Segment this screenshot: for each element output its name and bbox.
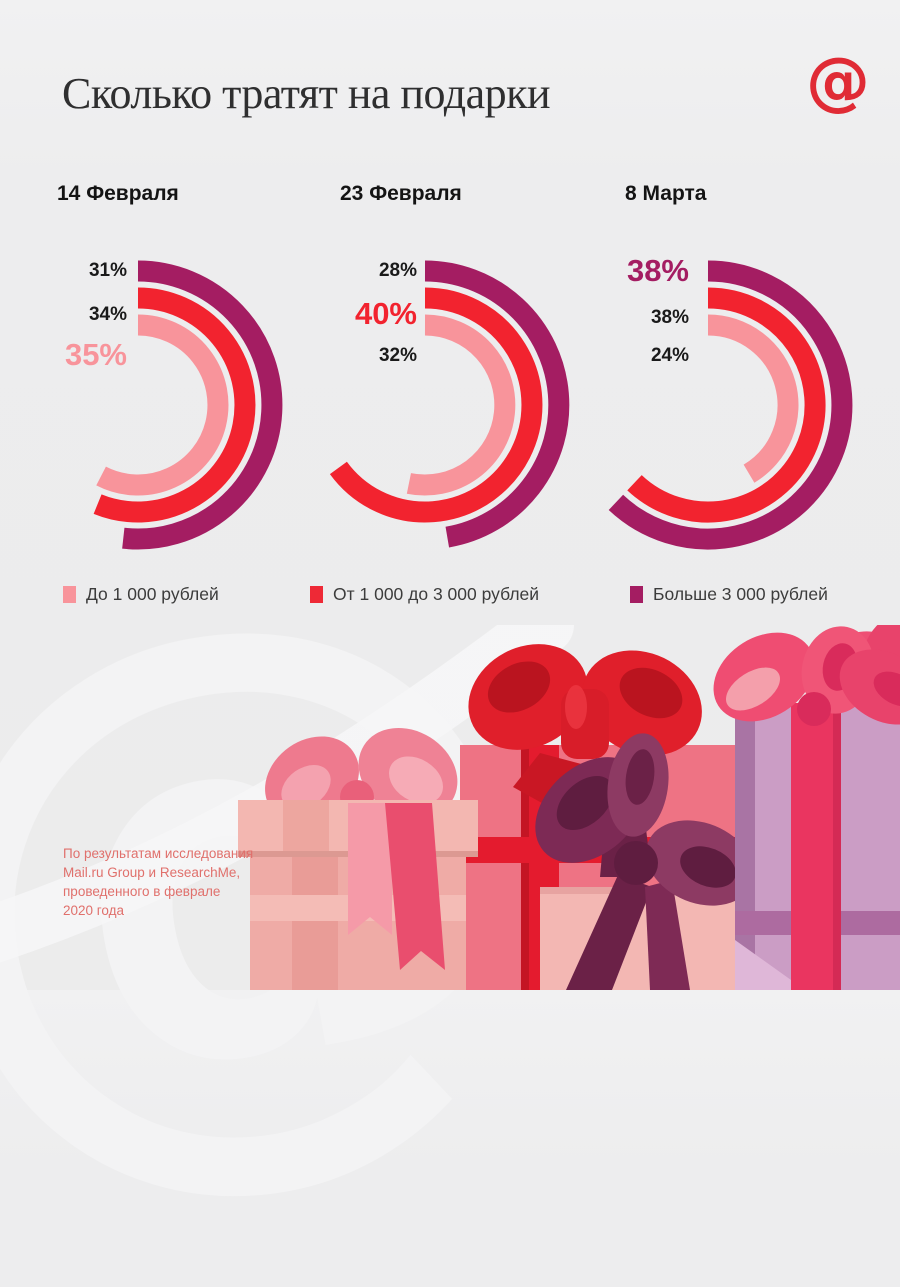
percent-label: 28%: [378, 260, 417, 281]
mailru-logo-icon: @: [806, 45, 870, 119]
percent-label: 31%: [88, 260, 127, 281]
legend-swatch-icon: [630, 586, 643, 603]
gift-left: [238, 727, 478, 990]
percent-label: 38%: [650, 307, 689, 328]
chart-date-heading: 8 Марта: [625, 182, 707, 205]
percent-label-highlighted: 35%: [64, 337, 127, 372]
page-title: Сколько тратят на подарки: [62, 69, 551, 118]
arc-segment: [608, 260, 853, 550]
chart-date-heading: 14 Февраля: [57, 182, 179, 205]
percent-label-highlighted: 38%: [626, 253, 689, 288]
gifts-illustration: [0, 625, 900, 990]
percent-label: 24%: [650, 345, 689, 366]
percent-label: 32%: [378, 345, 417, 366]
legend-item: От 1 000 до 3 000 рублей: [310, 584, 539, 605]
source-note-line: Mail.ru Group и ResearchMe,: [63, 865, 241, 880]
arc-charts-canvas: [93, 260, 853, 550]
arc-segment: [96, 314, 229, 496]
arc-segment: [424, 260, 570, 548]
source-note-line: проведенного в феврале: [63, 884, 221, 899]
arc-segment: [93, 287, 256, 523]
gift-lilac: [713, 626, 900, 990]
legend-label: От 1 000 до 3 000 рублей: [333, 584, 540, 604]
source-note-line: По результатам исследования: [63, 846, 254, 861]
legend-item: До 1 000 рублей: [63, 584, 219, 605]
percent-label-highlighted: 40%: [354, 296, 417, 331]
chart-date-heading: 23 Февраля: [340, 182, 462, 205]
arc-segment: [122, 260, 283, 550]
legend-swatch-icon: [63, 586, 76, 603]
legend-label: До 1 000 рублей: [86, 584, 219, 604]
plum-bow: [535, 733, 755, 990]
percent-label: 34%: [88, 304, 127, 325]
arc-segment: [707, 314, 799, 483]
arc-segment: [329, 287, 543, 523]
arc-segment: [406, 314, 516, 496]
arc-segment: [627, 287, 826, 523]
source-note: По результатам исследования Mail.ru Grou…: [63, 844, 253, 920]
legend-label: Больше 3 000 рублей: [653, 584, 828, 604]
legend-item: Больше 3 000 рублей: [630, 584, 828, 605]
legend-swatch-icon: [310, 586, 323, 603]
source-note-line: 2020 года: [63, 903, 125, 918]
